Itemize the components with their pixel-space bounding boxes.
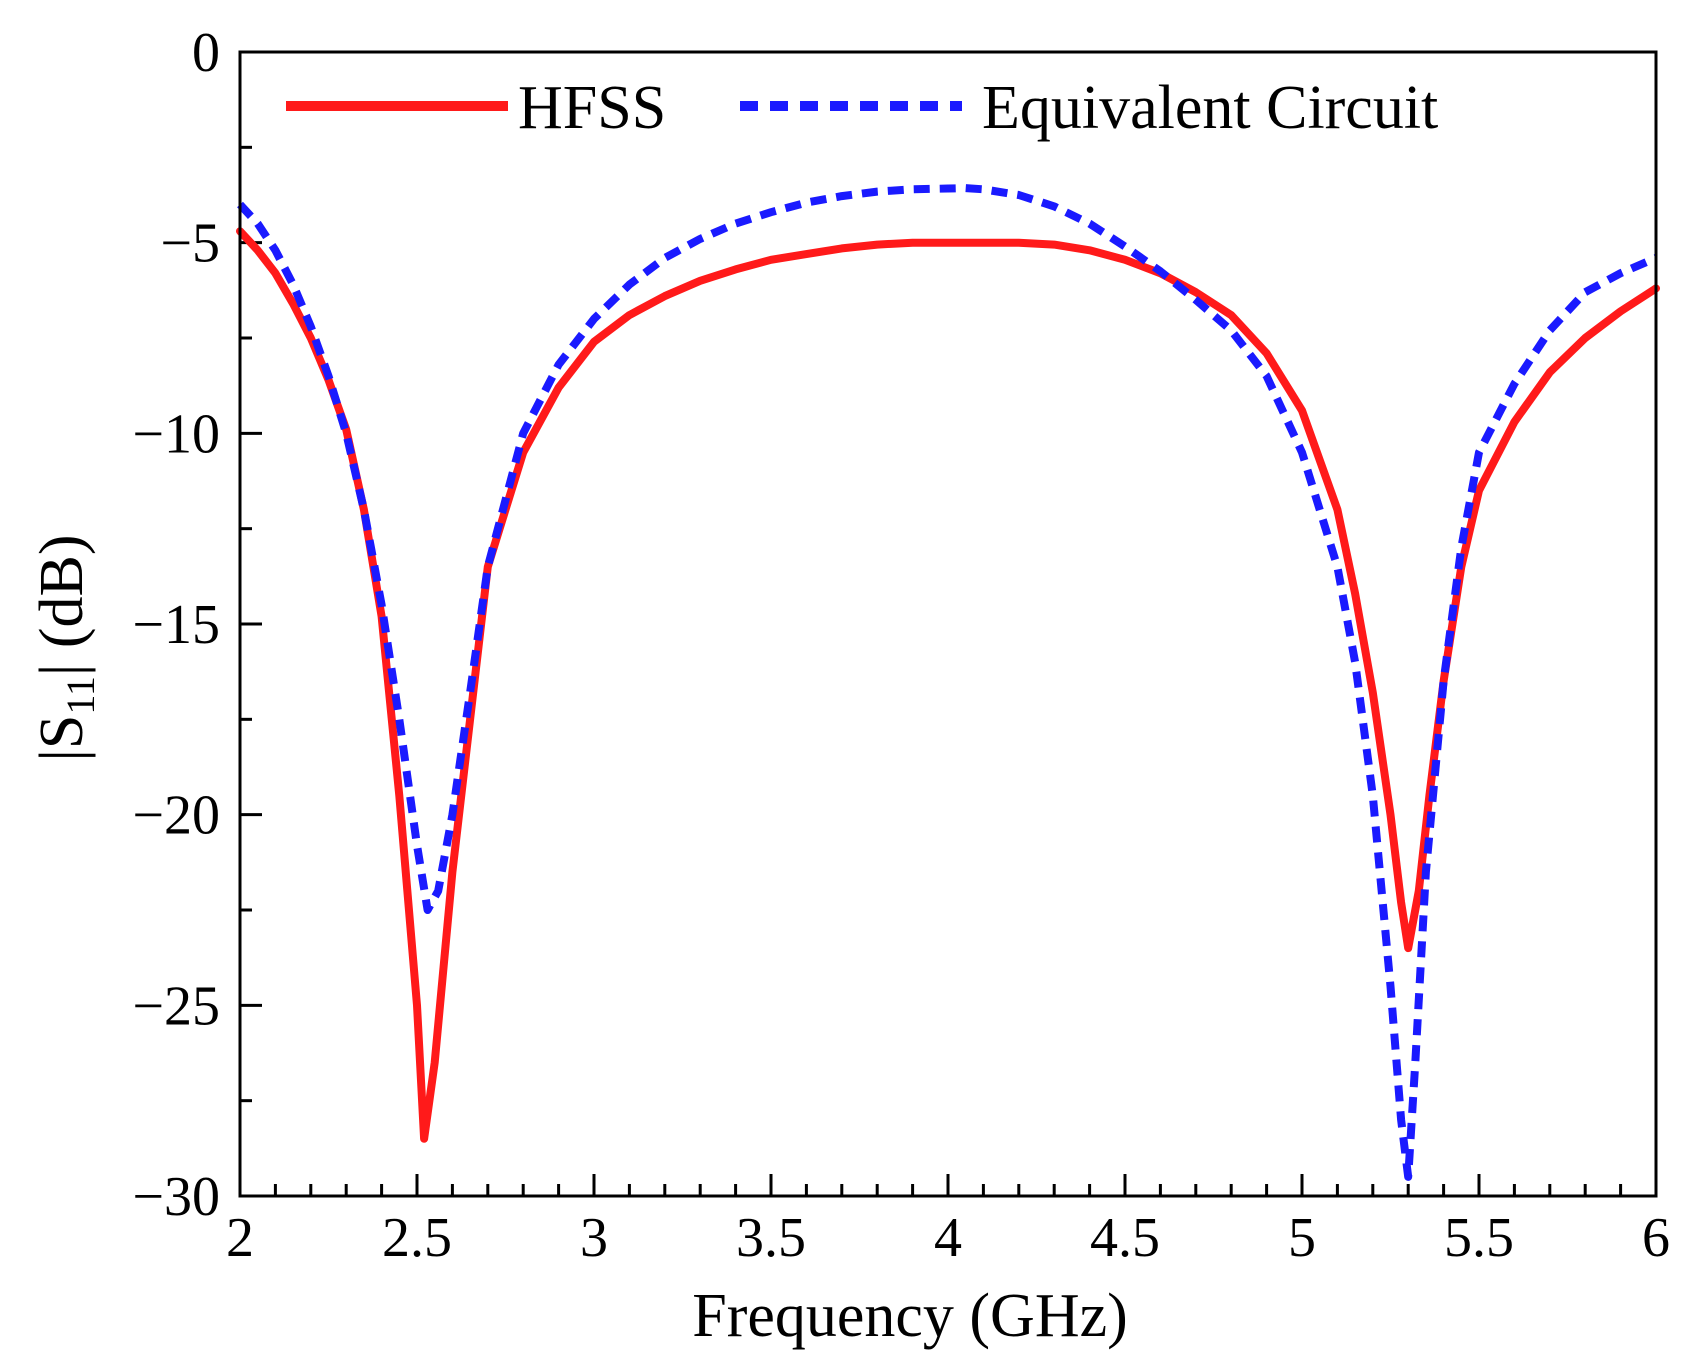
y-tick-label: −25: [132, 975, 220, 1037]
x-tick-label: 4: [934, 1207, 962, 1269]
legend: HFSS Equivalent Circuit: [286, 74, 1438, 142]
x-tick-label: 4.5: [1090, 1207, 1160, 1269]
x-tick-labels: 2 2.5 3 3.5 4 4.5 5 5.5 6: [226, 1207, 1670, 1269]
x-tick-label: 3.5: [736, 1207, 806, 1269]
x-tick-label: 3: [580, 1207, 608, 1269]
y-tick-label: −10: [132, 403, 220, 465]
y-tick-label: −20: [132, 785, 220, 847]
x-axis-label: Frequency (GHz): [692, 1282, 1128, 1350]
y-tick-label: −5: [160, 213, 220, 275]
tick-marks: [238, 50, 1658, 1198]
series-lines: [236, 184, 1660, 1181]
y-tick-label: 0: [192, 22, 220, 84]
y-tick-label: −30: [132, 1166, 220, 1228]
plot-frame: [238, 50, 1658, 1198]
series-line-equivalent-circuit: [237, 184, 1658, 1181]
x-tick-label: 2: [226, 1207, 254, 1269]
series-line-hfss: [236, 227, 1660, 1143]
legend-label-hfss: HFSS: [518, 74, 666, 142]
y-axis-label: |S11| (dB): [28, 535, 103, 762]
legend-label-equivalent-circuit: Equivalent Circuit: [982, 74, 1438, 142]
x-tick-label: 5.5: [1444, 1207, 1514, 1269]
y-tick-labels: 0 −5 −10 −15 −20 −25 −30: [132, 22, 220, 1228]
y-tick-label: −15: [132, 594, 220, 656]
x-tick-label: 6: [1642, 1207, 1670, 1269]
x-tick-label: 5: [1288, 1207, 1316, 1269]
x-tick-label: 2.5: [382, 1207, 452, 1269]
